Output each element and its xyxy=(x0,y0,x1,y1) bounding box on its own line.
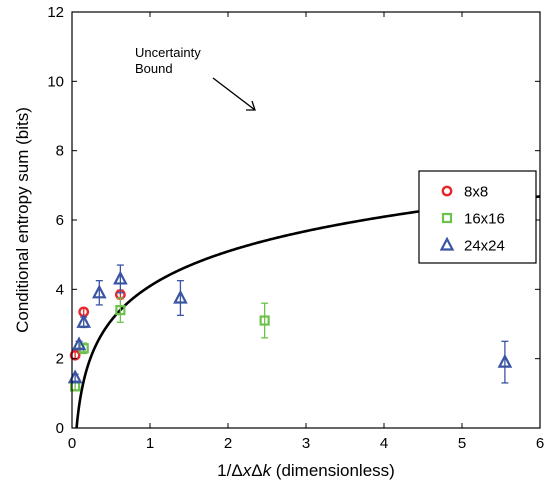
legend-marker-8x8 xyxy=(441,185,453,197)
error-bar xyxy=(116,297,124,323)
data-point-16x16 xyxy=(259,315,270,326)
x-axis-label-part-1: x xyxy=(242,461,252,480)
y-tick-label: 2 xyxy=(56,351,64,368)
x-tick-label: 0 xyxy=(68,435,76,452)
legend-box xyxy=(418,170,537,264)
error-bar xyxy=(71,382,79,391)
x-axis-label-part-4: (dimensionless) xyxy=(271,461,395,480)
y-tick-label: 6 xyxy=(56,212,64,229)
data-point-24x24 xyxy=(113,270,128,285)
data-point-24x24 xyxy=(71,336,87,351)
error-bar xyxy=(176,280,184,316)
curve-annotation-line-1: Uncertainty xyxy=(135,45,201,60)
x-axis-label: 1/ΔxΔk (dimensionless) xyxy=(217,461,395,480)
x-tick-label: 4 xyxy=(380,435,388,452)
data-point-24x24 xyxy=(76,313,92,328)
x-axis-label-part-3: k xyxy=(263,461,273,480)
curve-annotation-line-2: Bound xyxy=(135,61,173,76)
data-point-24x24 xyxy=(91,284,107,299)
x-tick-label: 5 xyxy=(458,435,466,452)
error-bar xyxy=(261,302,269,339)
y-tick-label: 0 xyxy=(56,420,64,437)
legend-label-24x24: 24x24 xyxy=(464,238,505,255)
legend-marker-16x16 xyxy=(441,212,453,224)
x-tick-label: 1 xyxy=(146,435,154,452)
plot-layer xyxy=(67,195,541,429)
data-point-8x8 xyxy=(69,349,81,361)
data-point-24x24 xyxy=(497,353,513,368)
y-tick-label: 12 xyxy=(47,4,64,21)
x-tick-label: 6 xyxy=(536,435,544,452)
series-24x24 xyxy=(67,264,513,384)
legend: 8x8 16x16 24x24 xyxy=(418,170,537,264)
x-axis-label-part-2: Δ xyxy=(251,461,262,480)
x-axis-label-part-0: 1/Δ xyxy=(217,461,243,480)
legend-label-8x8: 8x8 xyxy=(464,184,488,201)
uncertainty-bound-curve xyxy=(75,195,541,429)
data-point-24x24 xyxy=(173,289,188,304)
x-tick-label: 3 xyxy=(302,435,310,452)
x-tick-label: 2 xyxy=(224,435,232,452)
legend-label-16x16: 16x16 xyxy=(464,211,505,228)
error-bar xyxy=(116,264,124,294)
y-tick-label: 4 xyxy=(56,281,64,298)
y-tick-label: 10 xyxy=(47,73,64,90)
series-16x16 xyxy=(70,297,270,392)
data-point-16x16 xyxy=(115,305,126,316)
error-bar xyxy=(501,340,509,384)
legend-marker-24x24 xyxy=(439,236,455,251)
y-tick-label: 8 xyxy=(56,143,64,160)
annotation-arrow xyxy=(212,77,256,111)
y-axis-label: Conditional entropy sum (bits) xyxy=(13,107,32,333)
